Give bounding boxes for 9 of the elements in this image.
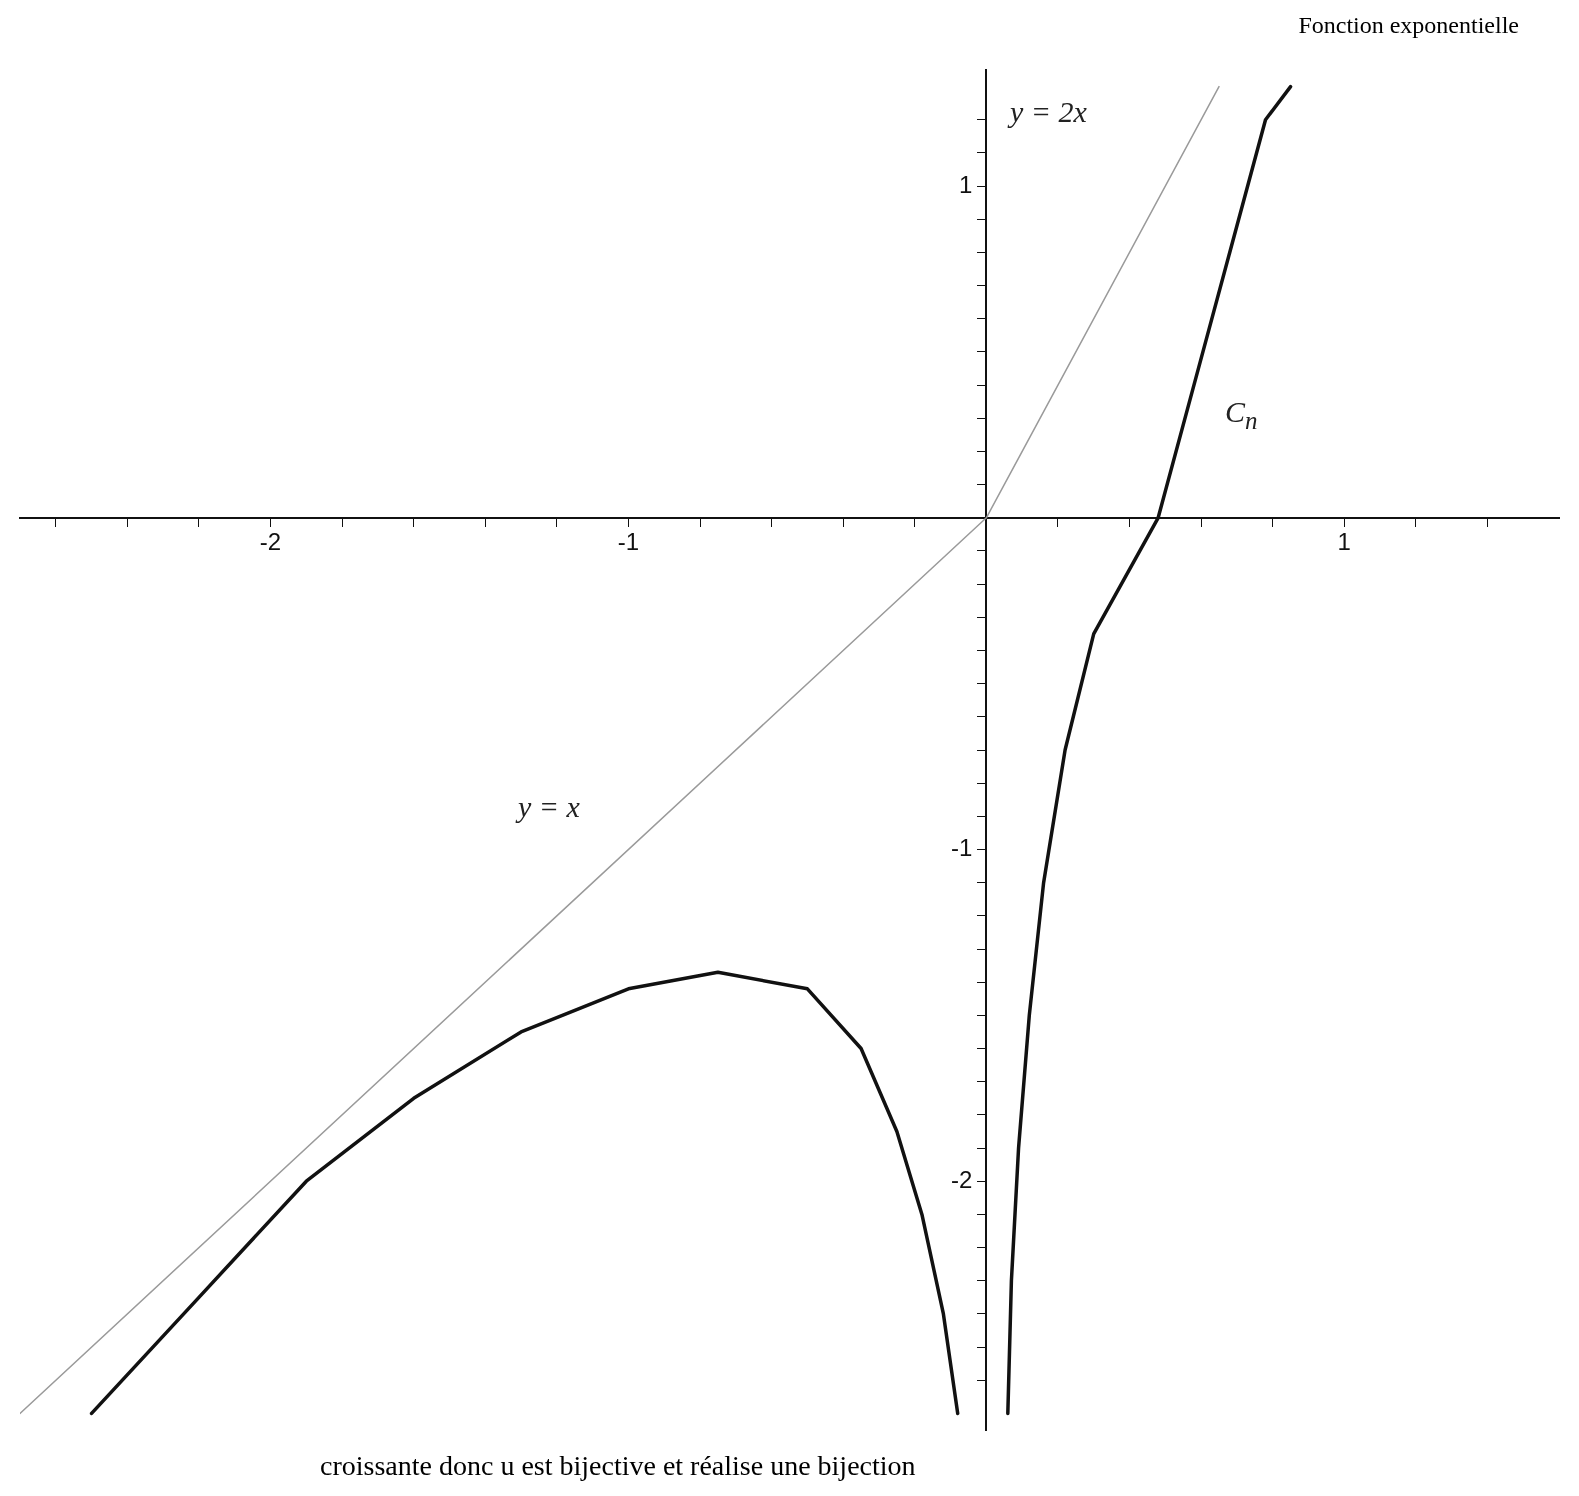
x-tick-label: -2 bbox=[259, 527, 282, 555]
x-tick-label: 1 bbox=[1337, 527, 1351, 555]
annotation: C$_{n}$ bbox=[1225, 395, 1258, 435]
text: Fonction exponentielle bbox=[1297, 11, 1520, 40]
x-tick-label: -1 bbox=[617, 527, 640, 555]
y-tick-label: 1 bbox=[958, 170, 973, 198]
y-tick-label: -2 bbox=[951, 1165, 973, 1193]
y-tick-label: -1 bbox=[951, 834, 973, 862]
text: croissante donc u est bijective et réalise une bijection bbox=[319, 1450, 917, 1483]
